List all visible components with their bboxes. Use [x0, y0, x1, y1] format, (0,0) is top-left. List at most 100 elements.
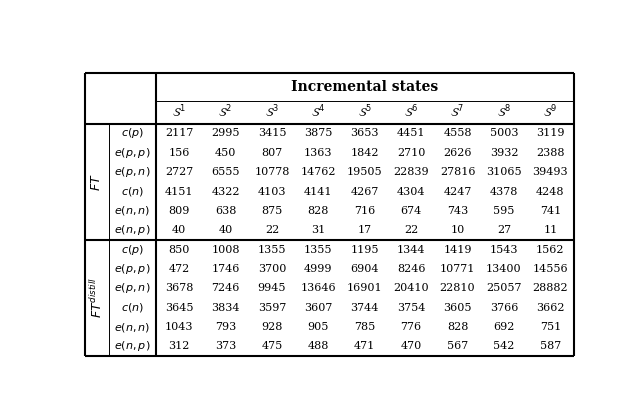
Text: 3875: 3875	[304, 128, 333, 139]
Text: 22: 22	[265, 225, 279, 235]
Text: 4247: 4247	[444, 187, 472, 196]
Text: 3932: 3932	[490, 148, 518, 158]
Text: 10: 10	[451, 225, 465, 235]
Text: 776: 776	[401, 322, 422, 332]
Text: 2388: 2388	[536, 148, 564, 158]
Text: 4151: 4151	[165, 187, 193, 196]
Text: 542: 542	[493, 341, 515, 351]
Text: 3766: 3766	[490, 303, 518, 313]
Text: 5003: 5003	[490, 128, 518, 139]
Text: 312: 312	[168, 341, 190, 351]
Text: 27: 27	[497, 225, 511, 235]
Text: 1043: 1043	[165, 322, 193, 332]
Text: 4378: 4378	[490, 187, 518, 196]
Text: 27816: 27816	[440, 167, 476, 177]
Text: 2727: 2727	[165, 167, 193, 177]
Text: 14556: 14556	[532, 264, 568, 274]
Text: 28882: 28882	[532, 283, 568, 293]
Text: 13646: 13646	[301, 283, 336, 293]
Text: 4451: 4451	[397, 128, 426, 139]
Text: 22: 22	[404, 225, 418, 235]
Text: 828: 828	[308, 206, 329, 216]
Text: 674: 674	[401, 206, 422, 216]
Text: 11: 11	[543, 225, 557, 235]
Text: 14762: 14762	[301, 167, 336, 177]
Text: $\mathcal{S}^2$: $\mathcal{S}^2$	[218, 104, 232, 121]
Text: $e(n,p)$: $e(n,p)$	[114, 223, 150, 237]
Text: 10771: 10771	[440, 264, 475, 274]
Text: 4267: 4267	[351, 187, 379, 196]
Text: $e(n,n)$: $e(n,n)$	[114, 204, 150, 217]
Text: 4103: 4103	[258, 187, 286, 196]
Text: 16901: 16901	[347, 283, 383, 293]
Text: 39493: 39493	[532, 167, 568, 177]
Text: Incremental states: Incremental states	[291, 80, 438, 94]
Text: 2626: 2626	[444, 148, 472, 158]
Text: 488: 488	[308, 341, 329, 351]
Text: 1344: 1344	[397, 245, 426, 255]
Text: 3119: 3119	[536, 128, 564, 139]
Text: 8246: 8246	[397, 264, 426, 274]
Text: 785: 785	[354, 322, 375, 332]
Text: 928: 928	[261, 322, 283, 332]
Text: 3678: 3678	[165, 283, 193, 293]
Text: 567: 567	[447, 341, 468, 351]
Text: 4999: 4999	[304, 264, 333, 274]
Text: 1842: 1842	[351, 148, 379, 158]
Text: 31: 31	[311, 225, 325, 235]
Text: 25057: 25057	[486, 283, 522, 293]
Text: $c(n)$: $c(n)$	[121, 301, 144, 314]
Text: $\mathcal{S}^9$: $\mathcal{S}^9$	[543, 104, 557, 121]
Text: 1363: 1363	[304, 148, 333, 158]
Text: 587: 587	[540, 341, 561, 351]
Text: 3662: 3662	[536, 303, 564, 313]
Text: 472: 472	[168, 264, 189, 274]
Text: 4304: 4304	[397, 187, 426, 196]
Text: 3653: 3653	[351, 128, 379, 139]
Text: 875: 875	[261, 206, 282, 216]
Text: $e(p,n)$: $e(p,n)$	[114, 165, 150, 179]
Text: 3700: 3700	[258, 264, 286, 274]
Text: 2710: 2710	[397, 148, 426, 158]
Text: $\mathcal{S}^6$: $\mathcal{S}^6$	[404, 104, 419, 121]
Text: 3645: 3645	[165, 303, 193, 313]
Text: 716: 716	[354, 206, 375, 216]
Text: 9945: 9945	[258, 283, 286, 293]
Text: 1562: 1562	[536, 245, 564, 255]
Text: 741: 741	[540, 206, 561, 216]
Text: 4248: 4248	[536, 187, 564, 196]
Text: 10778: 10778	[254, 167, 289, 177]
Text: 7246: 7246	[211, 283, 240, 293]
Text: 4322: 4322	[211, 187, 240, 196]
Text: 31065: 31065	[486, 167, 522, 177]
Text: 807: 807	[261, 148, 282, 158]
Text: 471: 471	[354, 341, 375, 351]
Text: 2117: 2117	[165, 128, 193, 139]
Text: $\mathcal{S}^4$: $\mathcal{S}^4$	[311, 104, 326, 121]
Text: 3834: 3834	[211, 303, 240, 313]
Text: 22810: 22810	[440, 283, 476, 293]
Text: 1419: 1419	[444, 245, 472, 255]
Text: $\mathcal{S}^8$: $\mathcal{S}^8$	[497, 104, 511, 121]
Text: $\mathcal{S}^5$: $\mathcal{S}^5$	[358, 104, 372, 121]
Text: $c(p)$: $c(p)$	[121, 126, 144, 141]
Text: 3415: 3415	[258, 128, 286, 139]
Text: 3605: 3605	[444, 303, 472, 313]
Text: 1746: 1746	[211, 264, 240, 274]
Text: $e(n,n)$: $e(n,n)$	[114, 320, 150, 333]
Text: 3607: 3607	[304, 303, 333, 313]
Text: 6904: 6904	[351, 264, 379, 274]
Text: 475: 475	[261, 341, 282, 351]
Text: 156: 156	[168, 148, 190, 158]
Text: 905: 905	[308, 322, 329, 332]
Text: 4141: 4141	[304, 187, 333, 196]
Text: 373: 373	[215, 341, 236, 351]
Text: 1195: 1195	[351, 245, 379, 255]
Text: 1355: 1355	[304, 245, 333, 255]
Text: 793: 793	[215, 322, 236, 332]
Text: 20410: 20410	[394, 283, 429, 293]
Text: $e(n,p)$: $e(n,p)$	[114, 339, 150, 353]
Text: 40: 40	[172, 225, 186, 235]
Text: 13400: 13400	[486, 264, 522, 274]
Text: 743: 743	[447, 206, 468, 216]
